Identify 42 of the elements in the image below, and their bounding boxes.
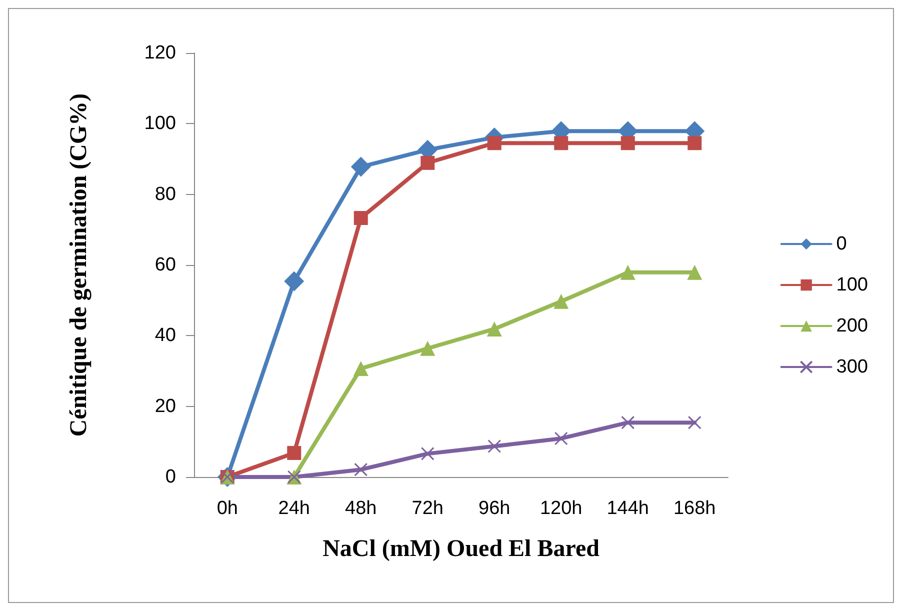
legend-label: 300 xyxy=(836,356,868,378)
point xyxy=(420,340,436,356)
x-tick-label: 48h xyxy=(345,498,377,519)
point xyxy=(486,321,502,336)
point xyxy=(488,440,502,454)
x-tick-label: 96h xyxy=(478,498,510,519)
point xyxy=(620,264,636,280)
y-tick-label: 20 xyxy=(154,396,176,417)
x-axis-title: NaCl (mM) Oued El Bared xyxy=(322,536,600,562)
point xyxy=(554,294,569,309)
x-tick-label: 72h xyxy=(412,498,444,519)
point xyxy=(354,462,368,476)
y-tick-label: 0 xyxy=(165,466,176,488)
point xyxy=(688,136,702,150)
point xyxy=(688,416,702,430)
x-tick-label: 144h xyxy=(606,498,650,519)
legend-label: 200 xyxy=(836,316,868,336)
point xyxy=(420,156,435,170)
x-tick-label: 120h xyxy=(540,498,582,519)
point xyxy=(487,136,502,150)
legend-label: 100 xyxy=(836,274,868,296)
x-tick-label: 0h xyxy=(216,498,238,519)
point xyxy=(554,432,568,446)
y-tick-label: 40 xyxy=(154,325,176,346)
y-tick-label: 80 xyxy=(154,184,176,205)
point xyxy=(554,136,568,150)
y-tick-label: 120 xyxy=(144,42,176,64)
x-tick-label: 168h xyxy=(673,498,716,519)
point xyxy=(353,361,368,376)
legend-label: 0 xyxy=(836,234,847,254)
point xyxy=(354,211,368,226)
point xyxy=(420,446,434,460)
y-axis-title: Cénitique de germination (CG%) xyxy=(66,93,92,437)
point xyxy=(621,416,635,430)
point xyxy=(687,264,702,280)
point xyxy=(350,156,371,177)
y-tick-label: 60 xyxy=(154,254,176,276)
point xyxy=(287,446,302,460)
y-tick-label: 100 xyxy=(144,113,176,134)
point xyxy=(284,271,304,292)
x-tick-label: 24h xyxy=(278,498,310,519)
point xyxy=(620,136,635,150)
